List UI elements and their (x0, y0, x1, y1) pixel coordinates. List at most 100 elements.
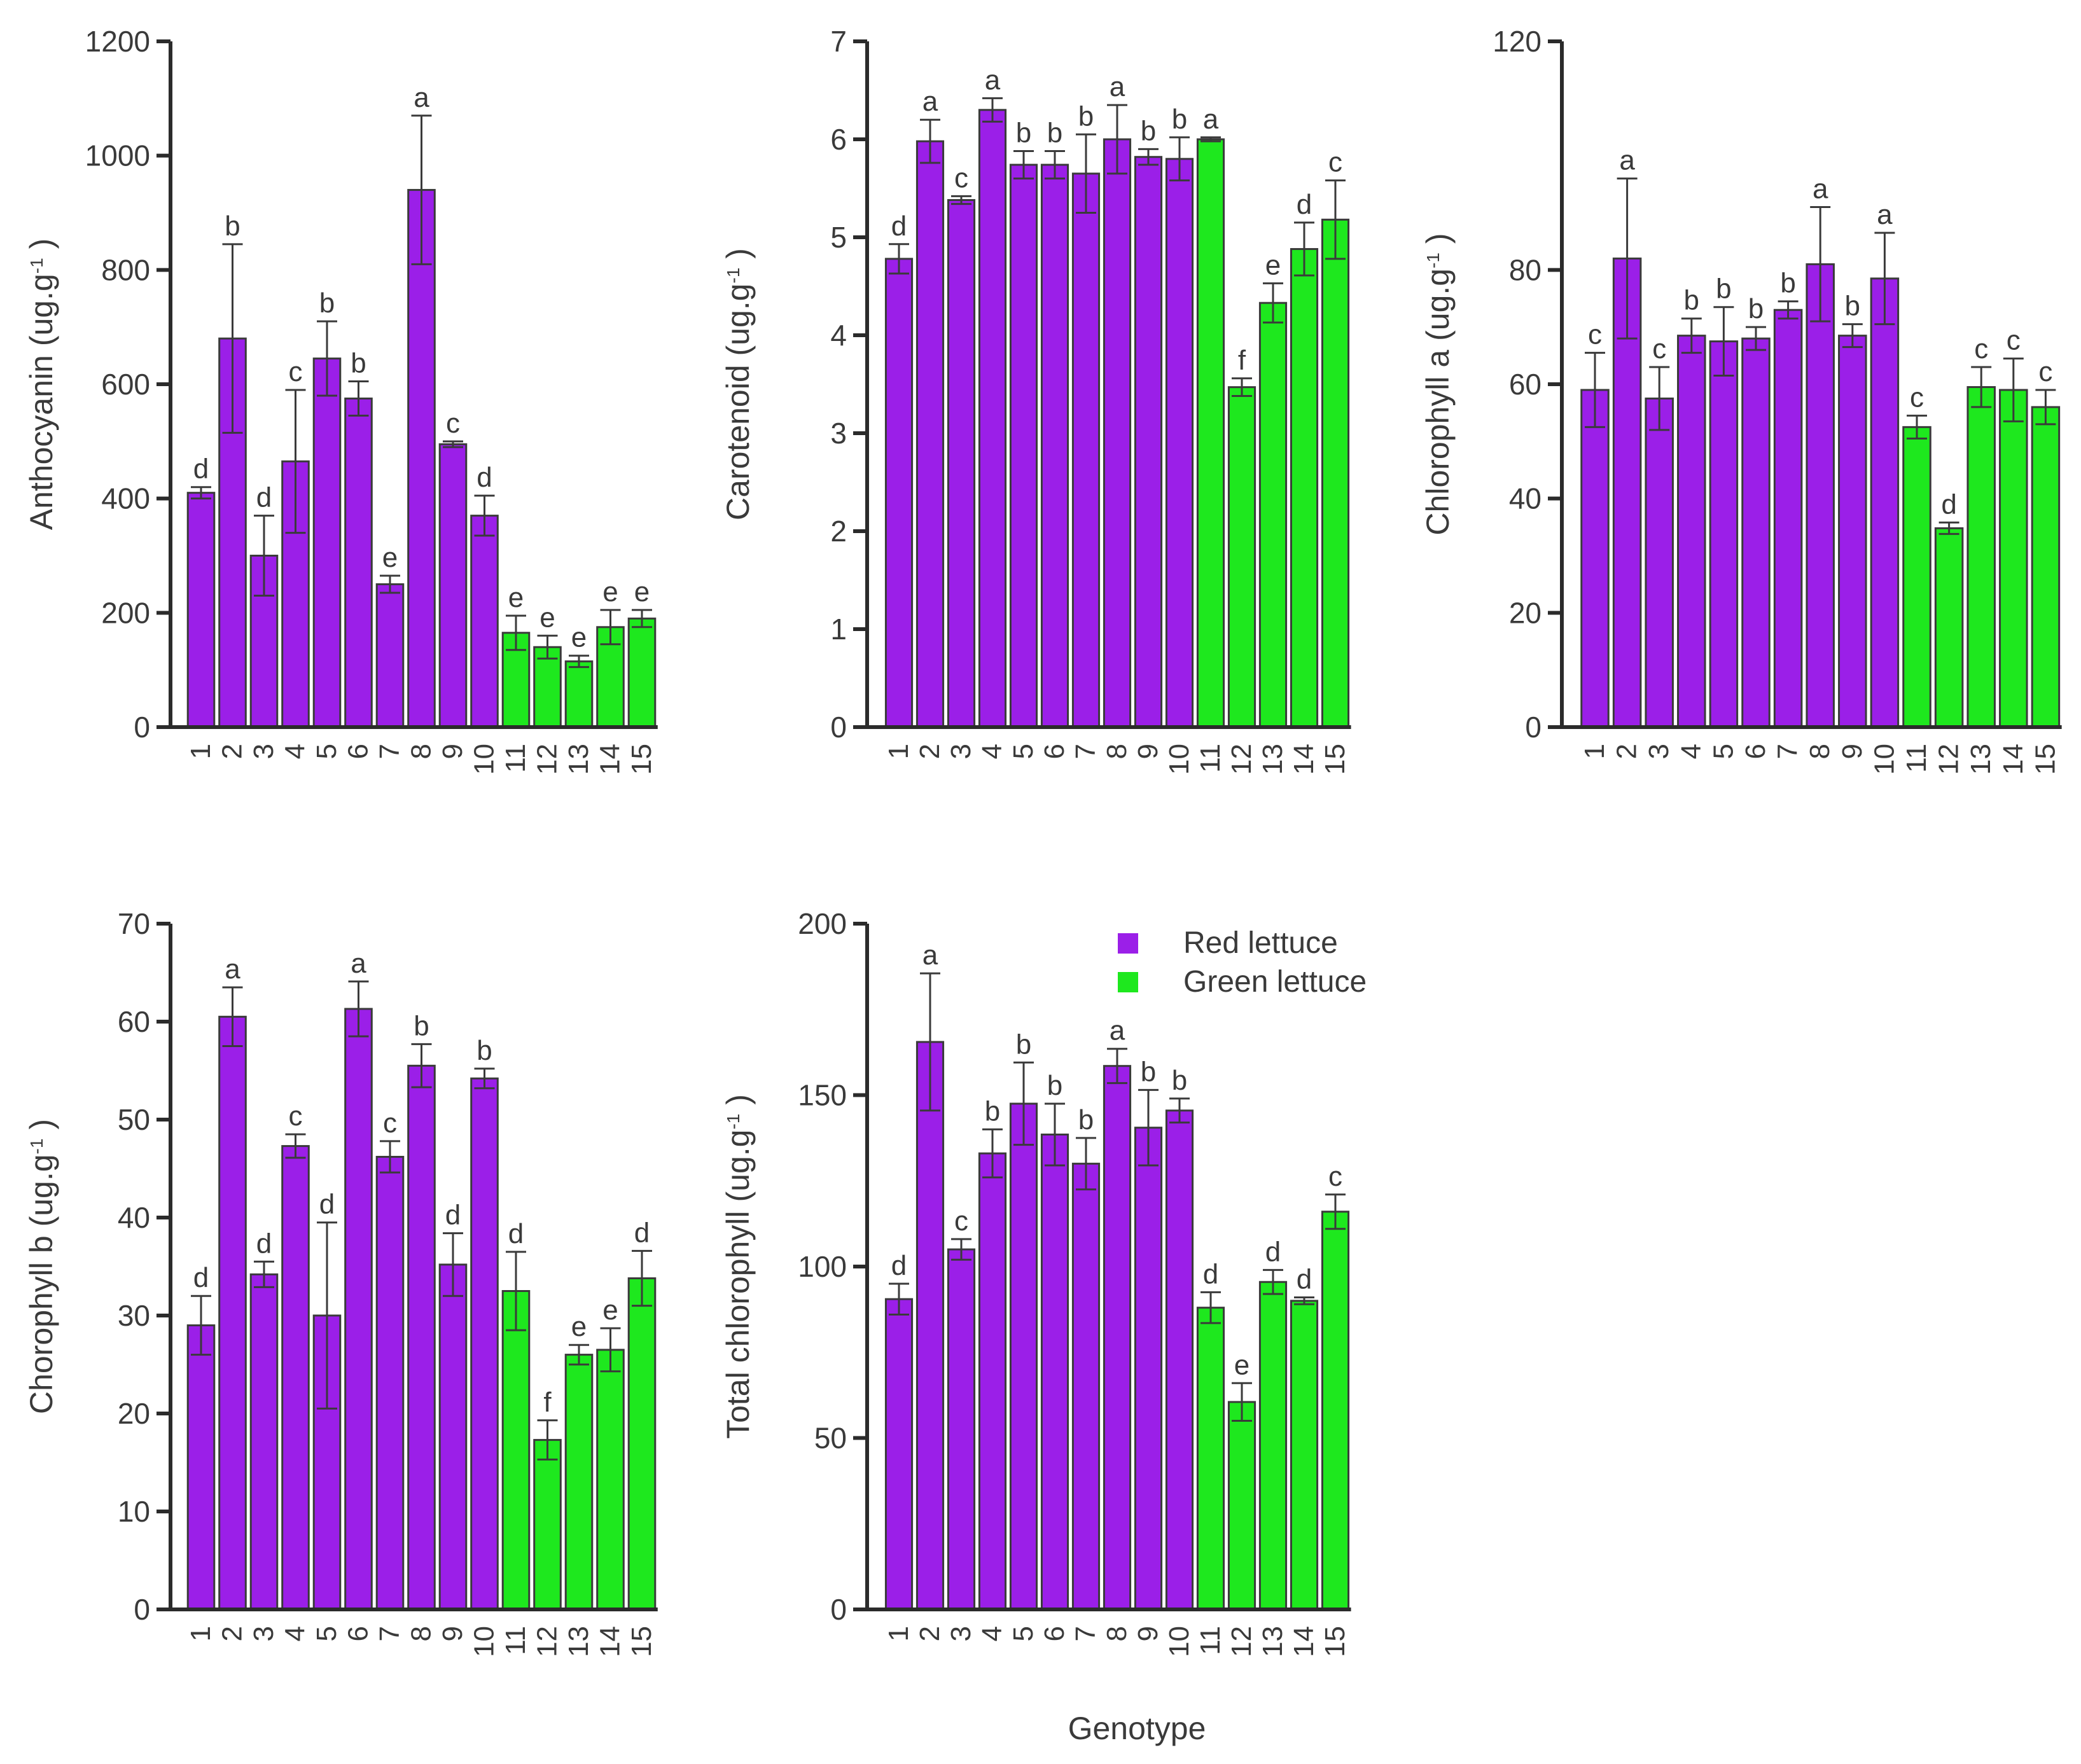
significance-letter-1: d (193, 454, 209, 485)
significance-letter-8: a (1813, 174, 1828, 205)
bar-4 (978, 1152, 1007, 1611)
bar-5 (312, 358, 342, 728)
significance-letter-7: e (382, 542, 398, 573)
x-tick-label-1: 1 (185, 1626, 216, 1641)
x-tick-label-13: 13 (1257, 1626, 1288, 1657)
significance-letter-4: c (289, 356, 303, 387)
bar-15 (2031, 406, 2061, 728)
x-tick-label-7: 7 (374, 1626, 405, 1641)
x-tick-label-2: 2 (217, 744, 248, 759)
significance-letter-13: c (1974, 333, 1988, 365)
bar-6 (1741, 337, 1771, 728)
y-tick-label: 1200 (85, 25, 150, 58)
significance-letter-14: e (602, 1295, 618, 1326)
significance-letter-9: b (1141, 115, 1156, 146)
bar-1 (186, 1324, 216, 1611)
bar-11 (1196, 138, 1225, 728)
x-tick-label-14: 14 (1288, 1626, 1319, 1657)
bar-2 (915, 140, 945, 728)
significance-letter-4: a (985, 64, 1001, 95)
x-tick-label-6: 6 (1039, 1626, 1070, 1641)
x-tick-label-6: 6 (1039, 744, 1070, 759)
bar-12 (1227, 1401, 1256, 1611)
x-tick-label-10: 10 (469, 1626, 500, 1657)
x-tick-label-6: 6 (343, 1626, 374, 1641)
significance-letter-14: c (2007, 325, 2021, 356)
y-tick-label: 0 (1525, 711, 1542, 744)
x-tick-label-14: 14 (595, 744, 626, 775)
x-tick-label-7: 7 (1070, 744, 1101, 759)
significance-letter-12: e (1234, 1349, 1249, 1380)
x-tick-label-15: 15 (2029, 744, 2061, 775)
x-tick-label-4: 4 (1676, 744, 1707, 759)
x-tick-label-7: 7 (374, 744, 405, 759)
significance-letter-5: b (1016, 117, 1031, 148)
y-tick-label: 4 (830, 319, 847, 352)
x-tick-label-10: 10 (469, 744, 500, 775)
bar-9 (1134, 1127, 1163, 1611)
significance-letter-10: b (1172, 104, 1187, 135)
y-tick-label: 0 (830, 1593, 847, 1626)
y-tick-label: 1000 (85, 139, 150, 172)
bar-8 (1103, 1065, 1132, 1611)
significance-letter-13: e (571, 1311, 587, 1342)
significance-letter-13: e (571, 622, 587, 653)
y-tick-label: 40 (1509, 482, 1542, 515)
bar-12 (533, 646, 562, 728)
x-tick-label-15: 15 (626, 1626, 657, 1657)
significance-letter-11: d (508, 1218, 524, 1249)
bar-12 (1227, 386, 1256, 728)
bar-11 (1902, 426, 1931, 728)
significance-letter-12: f (543, 1387, 552, 1418)
x-tick-label-3: 3 (1643, 744, 1674, 759)
bar-3 (1645, 397, 1674, 728)
significance-letter-4: b (1684, 285, 1699, 316)
y-tick-label: 70 (118, 907, 150, 940)
x-tick-label-9: 9 (437, 1626, 468, 1641)
significance-letter-8: a (1110, 1015, 1125, 1046)
x-tick-label-3: 3 (248, 1626, 279, 1641)
bar-8 (407, 189, 436, 728)
legend: Red lettuce Green lettuce (1118, 926, 1367, 999)
significance-letter-7: b (1078, 101, 1094, 132)
significance-letter-1: d (193, 1262, 209, 1293)
y-axis-label: Chlorophyll a (ug.g-1 ) (1420, 233, 1456, 535)
bar-10 (470, 1077, 499, 1611)
bar-1 (186, 492, 216, 728)
x-tick-label-7: 7 (1070, 1626, 1101, 1641)
y-tick-label: 0 (830, 711, 847, 744)
y-tick-label: 6 (830, 123, 847, 156)
x-tick-label-5: 5 (1708, 744, 1739, 759)
significance-letter-3: d (256, 482, 272, 513)
significance-letter-6: b (1748, 293, 1764, 324)
x-tick-label-13: 13 (1257, 744, 1288, 775)
bar-6 (1040, 163, 1069, 728)
bar-4 (978, 109, 1007, 728)
x-tick-label-11: 11 (500, 744, 531, 773)
bar-15 (1321, 218, 1350, 728)
x-tick-label-12: 12 (532, 744, 563, 775)
bar-13 (1258, 302, 1288, 728)
x-tick-label-5: 5 (1008, 1626, 1039, 1641)
significance-letter-2: a (1619, 145, 1635, 176)
bar-10 (1165, 158, 1194, 728)
significance-letter-9: c (446, 408, 460, 439)
significance-letter-10: d (477, 462, 492, 493)
significance-letter-13: e (1265, 249, 1281, 281)
significance-letter-2: b (225, 211, 240, 242)
y-tick-label: 100 (798, 1250, 847, 1283)
bar-9 (1134, 156, 1163, 728)
bar-8 (407, 1064, 436, 1611)
y-tick-label: 120 (1493, 25, 1542, 58)
significance-letter-2: a (922, 86, 938, 117)
x-tick-label-5: 5 (1008, 744, 1039, 759)
x-tick-label-4: 4 (977, 744, 1008, 759)
y-tick-label: 80 (1509, 253, 1542, 286)
bar-10 (470, 515, 499, 728)
bar-5 (1709, 340, 1739, 728)
y-tick-label: 0 (134, 1593, 150, 1626)
significance-letter-5: d (319, 1189, 335, 1220)
y-tick-label: 7 (830, 25, 847, 58)
significance-letter-10: a (1877, 199, 1893, 230)
y-tick-label: 20 (118, 1397, 150, 1430)
